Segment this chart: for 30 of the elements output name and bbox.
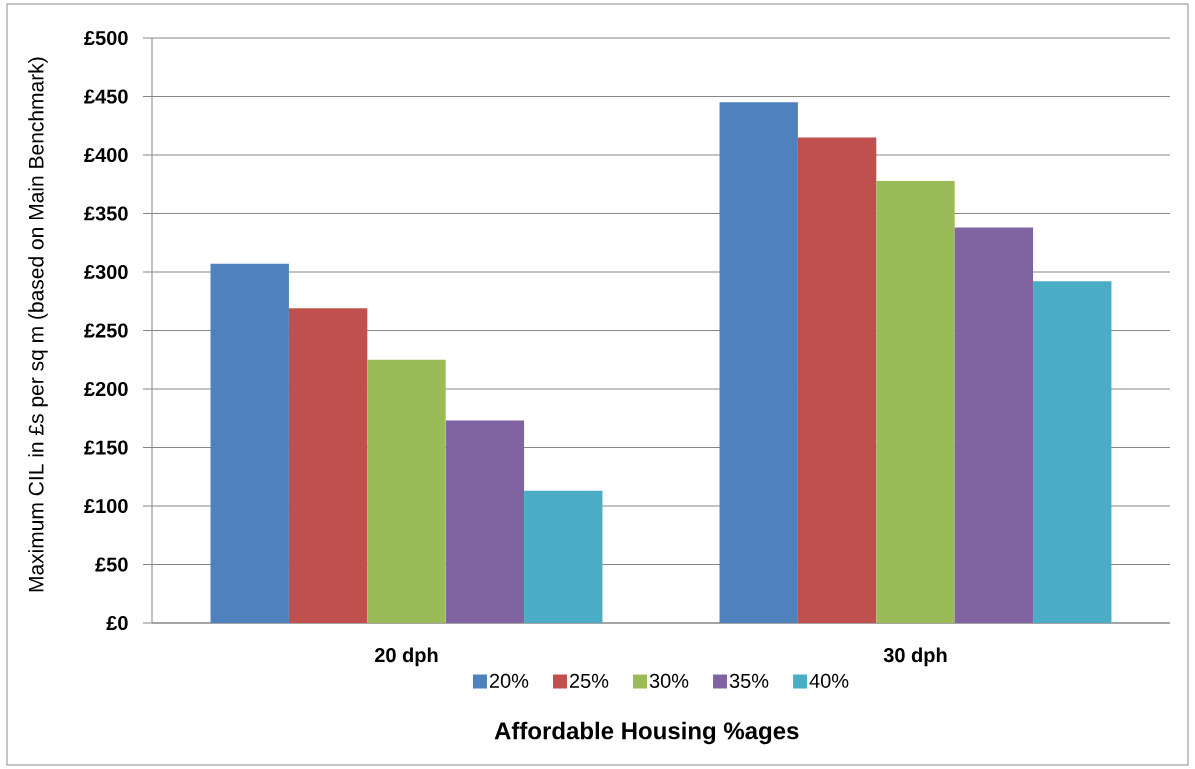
x-axis-title: Affordable Housing %ages — [494, 721, 799, 745]
y-tick-label: £250 — [84, 323, 128, 338]
legend-label: 20% — [489, 673, 529, 688]
bar — [288, 308, 368, 623]
legend-label: 40% — [809, 673, 849, 688]
y-tick-label: £150 — [84, 440, 128, 455]
y-tick-label: £0 — [106, 615, 128, 631]
bar — [719, 102, 798, 623]
y-tick-label: £100 — [84, 498, 128, 514]
y-tick-label: £200 — [84, 381, 128, 397]
bar — [445, 420, 525, 623]
bar — [367, 359, 446, 623]
legend-label: 30% — [649, 673, 689, 688]
y-tick-label: £350 — [84, 206, 128, 221]
bar — [797, 137, 877, 623]
x-tick-label: 20 dph — [374, 647, 438, 667]
y-tick-label: £450 — [84, 89, 128, 104]
bar — [524, 490, 603, 623]
y-tick-label: £50 — [95, 557, 128, 572]
y-tick-label: £400 — [84, 147, 128, 163]
legend-label: 25% — [569, 673, 609, 688]
x-tick-label: 30 dph — [883, 647, 947, 667]
bar — [210, 263, 289, 623]
y-tick-label: £300 — [84, 264, 128, 280]
bar — [876, 180, 955, 623]
y-tick-label: £500 — [84, 30, 128, 46]
bar — [1033, 281, 1112, 623]
y-axis-title: Maximum CIL in £s per sq m (based on Main Benchmark) — [28, 57, 48, 592]
legend-label: 35% — [729, 673, 769, 688]
bar — [954, 227, 1034, 623]
